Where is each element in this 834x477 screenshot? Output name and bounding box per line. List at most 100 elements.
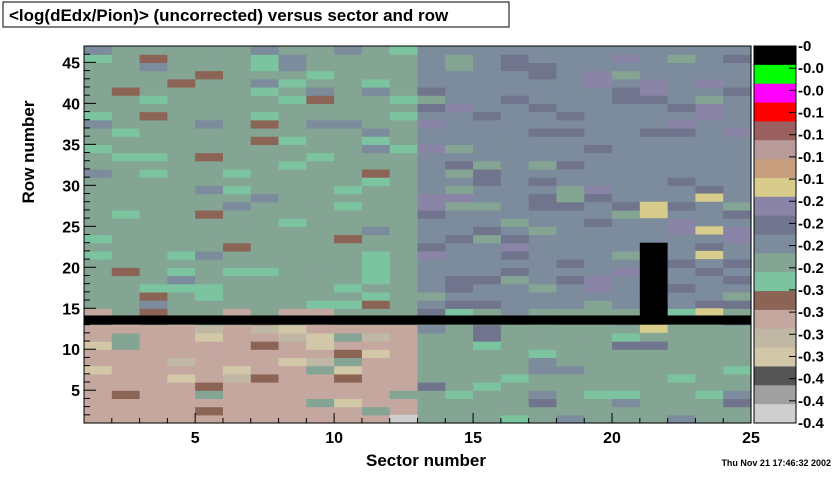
heatmap-cell <box>723 398 752 408</box>
heatmap-cell <box>723 70 752 80</box>
heatmap-cell <box>139 275 168 285</box>
heatmap-cell <box>695 283 724 293</box>
heatmap-cell <box>222 209 252 219</box>
heatmap-cell <box>139 95 168 104</box>
heatmap-cell <box>667 390 697 400</box>
heatmap-cell <box>473 70 502 80</box>
heatmap-cell <box>167 160 196 170</box>
heatmap-cell <box>222 54 252 63</box>
heatmap-cell <box>667 349 697 359</box>
heatmap-cell <box>612 382 641 391</box>
heatmap-cell <box>195 46 224 55</box>
heatmap-cell <box>361 275 391 285</box>
heatmap-cell <box>389 70 419 80</box>
heatmap-cell <box>195 201 224 211</box>
heatmap-cell <box>667 234 697 244</box>
heatmap-cell <box>111 136 141 145</box>
color-scale-swatch <box>754 328 796 349</box>
heatmap-cell <box>222 46 252 55</box>
heatmap-cell <box>334 357 363 367</box>
heatmap-cell <box>556 250 585 260</box>
heatmap-cell <box>584 324 613 334</box>
heatmap-cell <box>334 390 363 400</box>
heatmap-cell <box>222 144 252 154</box>
heatmap-cell <box>278 283 307 293</box>
heatmap-cell <box>417 201 446 211</box>
heatmap-cell <box>334 119 363 129</box>
heatmap-cell <box>306 95 335 104</box>
heatmap-cell <box>167 406 196 416</box>
heatmap-cell <box>389 144 419 154</box>
heatmap-cell <box>667 275 697 285</box>
heatmap-cell <box>473 193 502 203</box>
heatmap-cell <box>139 267 168 277</box>
heatmap-cell <box>139 308 168 318</box>
heatmap-cell <box>306 341 335 350</box>
heatmap-cell <box>167 54 196 63</box>
heatmap-cell <box>167 209 196 219</box>
heatmap-cell <box>306 291 335 301</box>
heatmap-cell <box>556 332 585 342</box>
heatmap-cell <box>695 373 724 383</box>
heatmap-cell <box>556 209 585 219</box>
heatmap-cell <box>500 259 530 268</box>
heatmap-cell <box>695 341 724 350</box>
heatmap-cell <box>361 160 391 170</box>
heatmap-cell <box>584 332 613 342</box>
heatmap-cell <box>639 365 669 375</box>
heatmap-cell <box>473 275 502 285</box>
heatmap-cell <box>639 390 669 400</box>
heatmap-cell <box>639 62 669 72</box>
heatmap-cell <box>528 259 558 268</box>
heatmap-cell <box>528 103 558 113</box>
heatmap-cell <box>222 111 252 121</box>
heatmap-cell <box>167 218 196 227</box>
heatmap-cell <box>84 168 113 178</box>
heatmap-cell <box>667 382 697 391</box>
heatmap-cell <box>195 414 224 424</box>
heatmap-cell <box>139 365 168 375</box>
heatmap-cell <box>473 324 502 334</box>
heatmap-cell <box>195 373 224 383</box>
heatmap-cell <box>111 234 141 244</box>
heatmap-cell <box>250 226 280 236</box>
heatmap-cell <box>334 193 363 203</box>
heatmap-cell <box>528 406 558 416</box>
color-scale-swatch <box>754 234 796 254</box>
heatmap-cell <box>167 259 196 268</box>
heatmap-cell <box>695 349 724 359</box>
heatmap-cell <box>723 160 752 170</box>
heatmap-cell <box>723 95 752 104</box>
heatmap-cell <box>222 308 252 318</box>
heatmap-cell <box>612 291 641 301</box>
heatmap-cell <box>695 259 724 268</box>
heatmap-cell <box>612 283 641 293</box>
heatmap-cell <box>84 259 113 268</box>
heatmap-cell <box>195 308 224 318</box>
heatmap-cell <box>167 70 196 80</box>
heatmap-cell <box>528 70 558 80</box>
heatmap-cell <box>639 382 669 391</box>
heatmap-cell <box>639 78 669 88</box>
heatmap-cell <box>222 152 252 162</box>
heatmap-cell <box>306 365 335 375</box>
heatmap-cell <box>723 103 752 113</box>
heatmap-cell <box>445 54 474 63</box>
heatmap-cell <box>361 398 391 408</box>
heatmap-cell <box>723 365 752 375</box>
heatmap-cell <box>84 185 113 195</box>
heatmap-cell <box>389 242 419 252</box>
heatmap-cell-special <box>695 193 724 202</box>
heatmap-cell <box>639 357 669 367</box>
heatmap-cell <box>723 119 752 129</box>
heatmap-cell <box>84 324 113 334</box>
heatmap-cell <box>167 250 196 260</box>
heatmap-cell <box>278 168 307 178</box>
heatmap-cell <box>417 218 446 227</box>
heatmap-cell <box>639 54 669 63</box>
color-scale-swatch <box>754 46 796 66</box>
heatmap-cell <box>584 78 613 88</box>
heatmap-cell <box>139 46 168 55</box>
heatmap-cell <box>111 283 141 293</box>
heatmap-cell <box>306 308 335 318</box>
